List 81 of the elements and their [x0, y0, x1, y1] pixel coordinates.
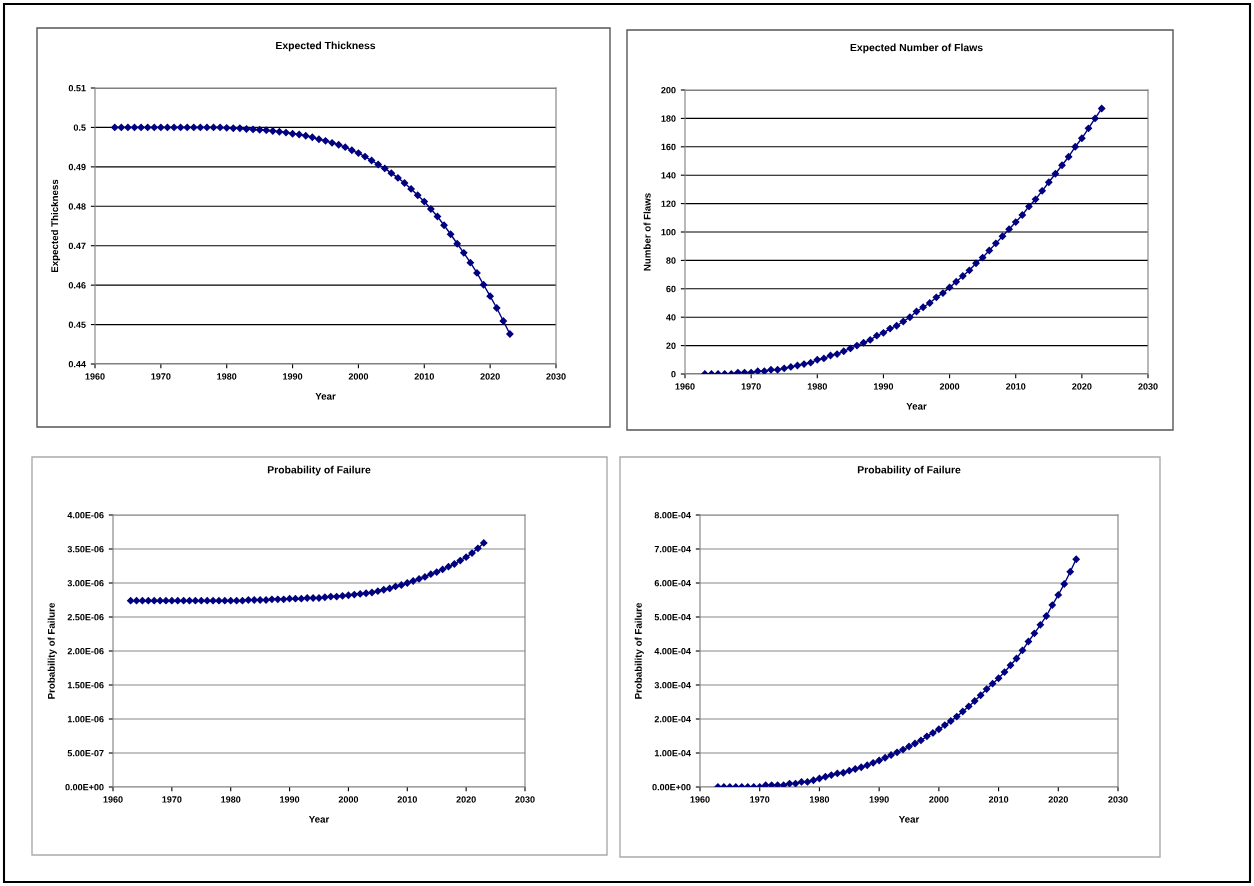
x-tick-label: 2020 — [1048, 796, 1068, 803]
y-tick-label: 1.00E-04 — [654, 749, 691, 757]
y-tick-label: 0 — [671, 370, 676, 378]
x-tick-label: 2030 — [1138, 383, 1158, 390]
y-tick-label: 180 — [661, 115, 676, 122]
x-tick-label: 2010 — [988, 796, 1009, 803]
x-tick-label: 2020 — [480, 373, 500, 380]
y-tick-label: 6.00E-04 — [654, 579, 691, 587]
x-tick-label: 1970 — [750, 796, 770, 803]
x-tick-label: 1970 — [151, 373, 171, 380]
x-tick-label: 1960 — [675, 383, 695, 390]
y-tick-label: 3.00E-04 — [654, 681, 691, 689]
x-tick-label: 2000 — [338, 796, 359, 803]
chart-title: Expected Number of Flaws — [850, 43, 983, 54]
y-tick-label: 4.00E-06 — [67, 511, 104, 519]
y-axis-title: Number of Flaws — [643, 193, 651, 271]
y-tick-label: 7.00E-04 — [654, 545, 691, 553]
x-tick-label: 2010 — [397, 796, 417, 803]
x-axis-title: Year — [898, 815, 920, 823]
x-tick-label: 2010 — [1005, 383, 1026, 390]
x-tick-label: 2000 — [348, 373, 369, 380]
y-tick-label: 2.50E-06 — [67, 613, 104, 621]
chart-title: Probability of Failure — [267, 465, 371, 476]
chart-title: Expected Thickness — [276, 41, 376, 52]
y-tick-label: 20 — [666, 342, 676, 349]
y-tick-label: 3.50E-06 — [67, 545, 104, 553]
y-tick-label: 1.00E-06 — [67, 715, 104, 723]
x-tick-label: 1990 — [869, 796, 889, 803]
x-axis-title: Year — [308, 815, 330, 823]
y-tick-label: 140 — [661, 172, 676, 179]
x-tick-label: 1970 — [162, 796, 182, 803]
y-axis-title: Probability of Failure — [47, 602, 57, 699]
y-tick-label: 2.00E-04 — [654, 715, 691, 723]
x-tick-label: 2020 — [456, 796, 476, 803]
y-tick-label: 0.44 — [68, 360, 86, 368]
y-tick-label: 0.45 — [68, 321, 86, 328]
x-tick-label: 1960 — [85, 373, 105, 380]
y-tick-label: 0.46 — [68, 282, 86, 289]
x-tick-label: 1960 — [690, 796, 710, 803]
x-tick-label: 2000 — [939, 383, 960, 390]
x-tick-label: 1970 — [741, 383, 761, 390]
x-tick-label: 2010 — [414, 373, 434, 380]
y-tick-label: 8.00E-04 — [654, 511, 691, 519]
x-tick-label: 1980 — [809, 796, 830, 803]
x-tick-label: 2030 — [515, 796, 535, 803]
x-tick-label: 2030 — [546, 373, 566, 380]
y-tick-label: 0.5 — [73, 124, 86, 131]
y-tick-label: 0.49 — [68, 163, 86, 171]
x-tick-label: 1990 — [283, 373, 303, 380]
y-axis-title: Expected Thickness — [51, 179, 61, 273]
y-tick-label: 160 — [661, 143, 676, 151]
y-tick-label: 60 — [666, 285, 676, 293]
x-tick-label: 1980 — [221, 796, 241, 803]
y-tick-label: 1.50E-06 — [67, 681, 104, 689]
y-tick-label: 40 — [666, 314, 676, 321]
x-tick-label: 1980 — [217, 373, 237, 380]
x-axis-title: Year — [315, 392, 336, 400]
y-tick-label: 2.00E-06 — [67, 647, 104, 655]
y-tick-label: 5.00E-04 — [654, 613, 691, 621]
y-tick-label: 0.51 — [68, 84, 86, 92]
y-axis-title: Probability of Failure — [634, 602, 644, 699]
x-tick-label: 1980 — [807, 383, 827, 390]
y-tick-label: 4.00E-04 — [654, 647, 691, 655]
x-tick-label: 1990 — [873, 383, 894, 390]
x-tick-label: 1990 — [280, 796, 300, 803]
x-axis-title: Year — [906, 402, 927, 410]
y-tick-label: 200 — [661, 86, 676, 94]
x-tick-label: 2030 — [1108, 796, 1128, 803]
y-tick-label: 100 — [661, 228, 676, 236]
y-tick-label: 5.00E-07 — [67, 749, 104, 757]
y-tick-label: 0.00E+00 — [65, 783, 104, 791]
y-tick-label: 0.47 — [68, 242, 86, 250]
y-tick-label: 80 — [666, 257, 676, 264]
x-tick-label: 2000 — [929, 796, 949, 803]
x-tick-label: 2020 — [1072, 383, 1092, 390]
y-tick-label: 0.00E+00 — [652, 783, 691, 791]
y-tick-label: 3.00E-06 — [67, 579, 104, 587]
x-tick-label: 1960 — [103, 796, 123, 803]
chart-title: Probability of Failure — [857, 465, 961, 476]
y-tick-label: 0.48 — [68, 203, 86, 210]
y-tick-label: 120 — [661, 200, 676, 207]
